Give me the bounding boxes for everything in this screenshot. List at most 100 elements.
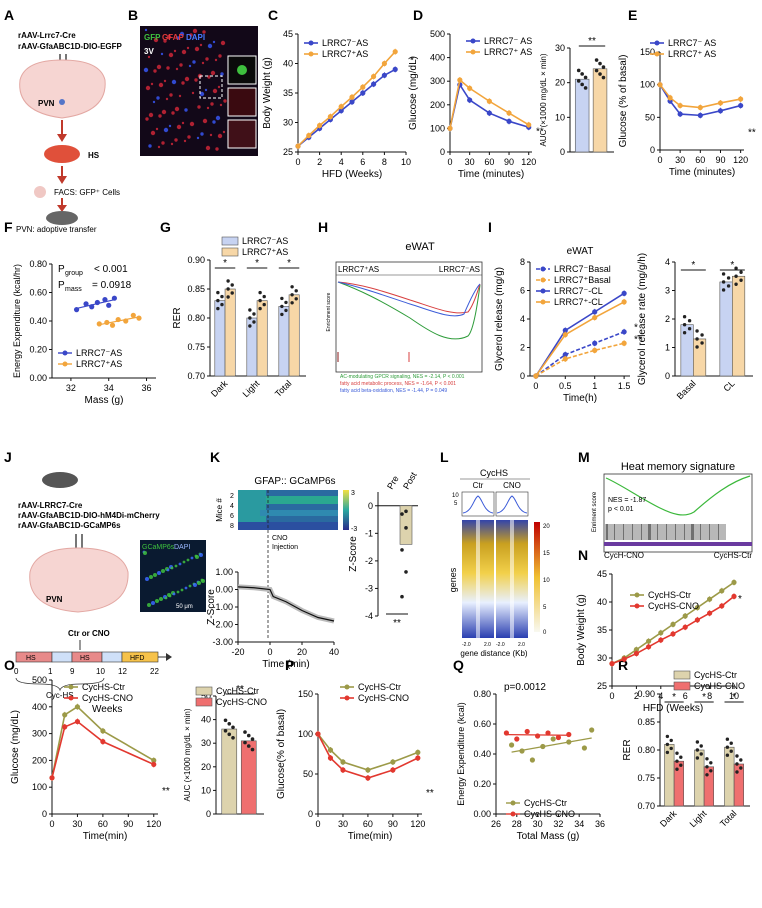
F-fit-line: [99, 316, 140, 326]
micrograph-cell: [188, 64, 192, 68]
P-data-point: [340, 767, 346, 773]
O-data-point: [100, 739, 106, 745]
O2-legend-label: CycHS-Ctr: [216, 686, 259, 696]
D-y-tick-label: 0: [440, 147, 445, 157]
I-data-point: [592, 314, 598, 321]
micrograph-cell: [223, 99, 227, 103]
P-x-label: Time(min): [348, 831, 393, 842]
R-legend-swatch: [673, 670, 691, 680]
I-x-tick-label: 0.5: [559, 381, 572, 391]
E-data-point: [738, 102, 744, 109]
mouse-icon-2: [46, 211, 78, 225]
brain-section-icon-j: [29, 547, 129, 613]
Q-legend-label: CycHS-Ctr: [524, 798, 567, 808]
F-legend-label: LRRC7⁻AS: [76, 348, 122, 358]
R-bar-dot: [669, 746, 673, 751]
D-data-point: [486, 110, 492, 116]
I2-y-tick-label: 1: [665, 343, 670, 353]
panel-m-gsea: Heat memory signature Enriment score NES…: [592, 461, 753, 560]
R-legend-swatch: [673, 681, 691, 691]
I-significance: **: [634, 335, 642, 346]
O2-y-tick-label: 30: [201, 738, 211, 748]
micrograph-cell: [186, 46, 190, 50]
micrograph-cell: [218, 54, 222, 58]
chart-i: 0 2 4 6 8 0 0.5 1 1.5 Time(h) Glycerol release (mg…: [494, 246, 642, 404]
F-x-tick-label: 34: [104, 383, 114, 393]
O-y-tick-label: 100: [32, 782, 47, 792]
panel-letter-M: M: [578, 449, 590, 465]
micrograph-cell: [220, 40, 226, 46]
R-bar-dot: [699, 752, 703, 756]
E-data-point: [738, 96, 744, 102]
I2-bar-dot: [695, 337, 699, 341]
D-legend-label: LRRC7⁺ AS: [484, 47, 532, 57]
Q-x-tick-label: 26: [491, 819, 501, 829]
C-x-tick-label: 0: [295, 157, 300, 167]
R-category-label: Light: [688, 808, 709, 829]
panel-letter-R: R: [618, 657, 628, 673]
C-y-label: Body Weight (g): [262, 57, 273, 129]
panel-j-micro-label-1: GCaMP6s: [142, 544, 175, 551]
D2-bar-dot: [583, 75, 588, 80]
panel-a-virus-1: rAAV-Lrrc7-Cre: [18, 31, 76, 40]
F-annotation-group: group: [65, 270, 83, 277]
N-data-point: [633, 650, 640, 657]
I-y-label: Glycerol release (mg/g): [494, 267, 505, 371]
micrograph-cell: [168, 594, 172, 598]
C-data-point: [338, 103, 344, 110]
F-y-tick-label: 0.60: [29, 288, 47, 298]
I-series-line: [535, 331, 625, 377]
panel-l-tick-1: -2.0: [462, 642, 471, 648]
I2-bar-dot: [687, 319, 692, 323]
micrograph-cell: [171, 79, 177, 85]
R-y-label: RER: [622, 739, 633, 760]
O-legend-marker: [68, 684, 74, 690]
K-x-tick-label: 0: [267, 647, 272, 657]
F-y-tick-label: 0.40: [29, 316, 47, 326]
N-x-tick-label: 6: [683, 691, 688, 701]
panel-j-tick-0: 0: [14, 667, 19, 676]
P-x-tick-label: 120: [410, 819, 425, 829]
Q-annotation: p=0.0012: [504, 682, 546, 693]
D2-bar-dot: [601, 75, 606, 80]
R-y-tick-label: 0.85: [637, 717, 655, 727]
D-legend-marker: [470, 38, 476, 44]
E-x-tick-label: 120: [733, 155, 748, 165]
I-x-tick-label: 1.5: [618, 381, 631, 391]
micrograph-cell: [190, 556, 194, 560]
D-data-point: [486, 98, 492, 104]
panel-letter-J: J: [4, 449, 12, 465]
G-bar-dot: [226, 295, 230, 299]
C-y-tick-label: 35: [283, 88, 293, 98]
D-data-point: [506, 110, 512, 116]
D-y-tick-label: 200: [430, 100, 445, 110]
micrograph-cell: [156, 64, 162, 70]
R-legend-label: CycHS-CNO: [694, 681, 745, 691]
Q-point: [550, 736, 556, 742]
E-y-tick-label: 150: [640, 47, 655, 57]
Q-point: [514, 736, 520, 742]
micrograph-cell: [195, 555, 199, 559]
D2-significance: **: [588, 36, 596, 47]
mouse-icon-j: [42, 472, 78, 488]
R-significance: *: [672, 692, 676, 703]
G-bar-dot: [230, 283, 234, 287]
panel-letter-K: K: [210, 449, 220, 465]
panel-letter-O: O: [4, 657, 15, 673]
D2-bar-dot: [580, 82, 584, 87]
G-legend-label: LRRC7⁻AS: [242, 236, 288, 246]
D2-bar-dot: [598, 72, 602, 76]
micrograph-cell: [184, 76, 190, 82]
K-y-tick-label: -3.00: [212, 637, 233, 647]
R-bar: [664, 744, 675, 807]
panel-j-tick-4: 12: [118, 667, 127, 676]
micrograph-cell: [188, 584, 192, 588]
I-legend-label: LRRC7⁺-CL: [554, 297, 603, 307]
chart-o: 0 100 200 300 400 500 0 30 60 90 120 Time(min) Gluco…: [10, 675, 170, 842]
micrograph-cell: [168, 52, 174, 58]
micrograph-cell: [181, 121, 185, 125]
G-bar: [288, 294, 300, 377]
I2-bar-dot: [734, 282, 738, 286]
micrograph-cell: [143, 67, 149, 73]
